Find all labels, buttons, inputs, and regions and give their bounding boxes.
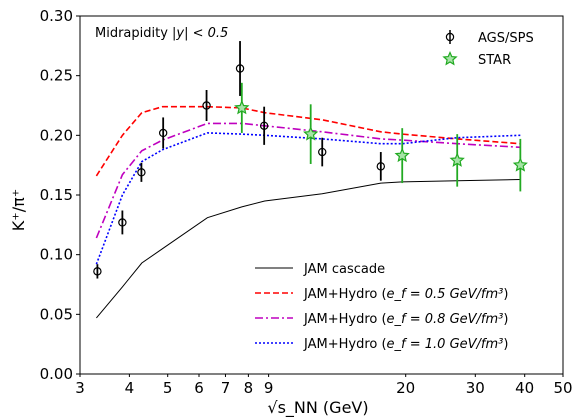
star-point: [394, 147, 410, 163]
legend-label-math: e_f = 0.8 GeV/fm³: [387, 312, 504, 327]
y-tick-label: 0.05: [40, 305, 73, 323]
x-tick-label: 7: [221, 379, 231, 397]
x-tick-label: 20: [396, 379, 415, 397]
ags-sps-point: [235, 64, 245, 73]
data-points: [93, 41, 528, 279]
x-tick-label: 40: [515, 379, 534, 397]
series-line-4: [95, 132, 521, 265]
y-tick-label: 0.20: [40, 126, 73, 144]
midrapidity-annotation: Midrapidity |y| < 0.5: [95, 26, 228, 41]
legend-label-text: JAM cascade: [303, 262, 385, 277]
x-tick-label: 3: [75, 379, 85, 397]
legend-label: AGS/SPS: [478, 31, 534, 46]
legend-label-text: JAM+Hydro (: [303, 287, 387, 302]
legend-label-math: e_f = 0.5 GeV/fm³: [387, 287, 504, 302]
star-point: [234, 99, 250, 115]
ags-sps-point: [318, 147, 327, 157]
series-line-1: [96, 179, 521, 319]
x-axis-title: √s_NN (GeV): [267, 398, 368, 418]
star-point: [449, 152, 465, 167]
ags-sps-point: [118, 218, 127, 227]
y-axis-title: K⁺/π⁺: [9, 189, 28, 231]
x-tick-label: 50: [553, 379, 572, 397]
legend-label: JAM+Hydro (e_f = 0.5 GeV/fm³): [303, 287, 508, 302]
legend-label: JAM+Hydro (e_f = 1.0 GeV/fm³): [303, 337, 508, 352]
x-tick-label: 5: [163, 379, 173, 397]
y-tick-label: 0.15: [40, 186, 73, 204]
legend-label: STAR: [478, 53, 511, 68]
axis-ticks: 0.00 0.05 0.10 0.15 0.20 0.25 0.30 3 4 5 6 7 8 9 20 30 4…: [40, 7, 573, 397]
ags-sps-point: [259, 121, 269, 130]
legend-label: JAM cascade: [303, 262, 385, 277]
annotation-prefix: Midrapidity: [95, 26, 172, 41]
y-tick-label: 0.30: [40, 7, 73, 25]
legend-label-suffix: ): [503, 287, 508, 302]
model-curves: [95, 105, 521, 319]
star-point: [303, 126, 319, 141]
legend-label-suffix: ): [503, 312, 508, 327]
legend-label: JAM+Hydro (e_f = 0.8 GeV/fm³): [303, 312, 508, 327]
x-tick-label: 4: [125, 379, 135, 397]
legend-label-text: JAM+Hydro (: [303, 312, 387, 327]
x-tick-label: 30: [466, 379, 485, 397]
y-tick-label: 0.10: [40, 246, 73, 264]
ags-sps-point: [93, 267, 102, 276]
legend-label-text: JAM+Hydro (: [303, 337, 387, 352]
series-line-3: [95, 122, 521, 239]
ags-sps-point: [158, 128, 168, 138]
x-tick-label: 6: [194, 379, 204, 397]
y-tick-label: 0.00: [40, 365, 73, 383]
y-tick-label: 0.25: [40, 67, 73, 85]
ags-sps-point: [376, 162, 385, 171]
ags-sps-point: [202, 101, 211, 110]
annotation-math: |y| < 0.5: [172, 26, 228, 41]
x-tick-label: 8: [244, 379, 254, 397]
legend-upper: AGS/SPS STAR: [442, 30, 534, 68]
x-tick-label: 9: [264, 379, 274, 397]
legend-marker: [442, 51, 458, 66]
legend-label-suffix: ): [503, 337, 508, 352]
series-line-2: [95, 105, 521, 177]
ags-sps-point: [137, 168, 146, 177]
star-point: [512, 157, 528, 172]
legend-label-math: e_f = 1.0 GeV/fm³: [387, 337, 504, 352]
legend-marker: [445, 32, 455, 42]
